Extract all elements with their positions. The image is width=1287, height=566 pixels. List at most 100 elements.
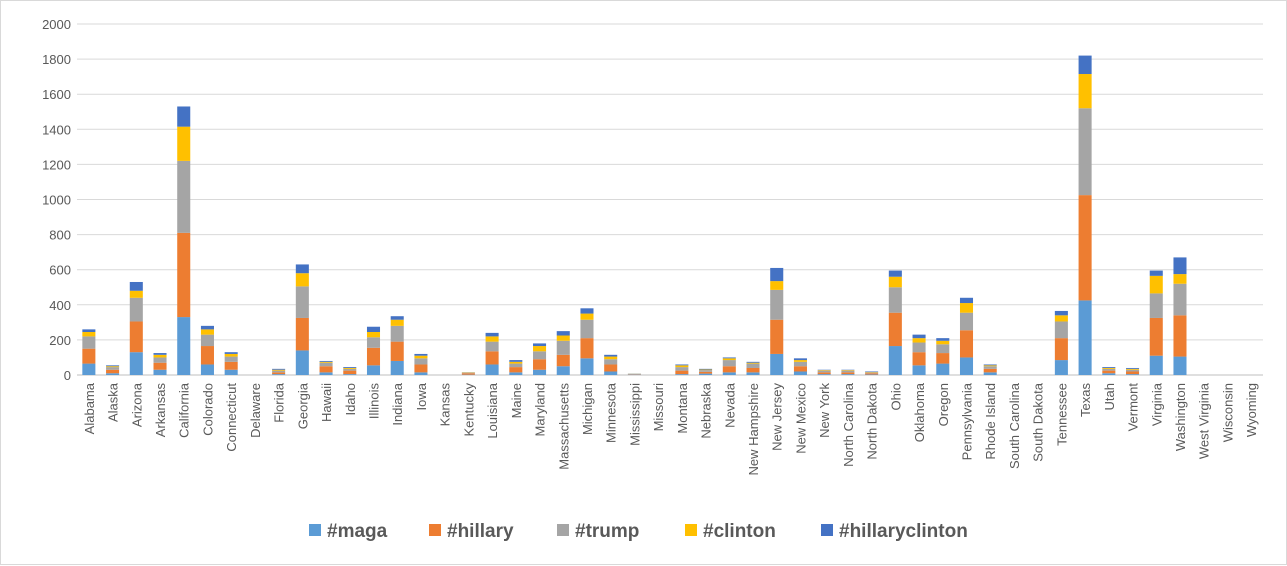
bar-segment	[533, 343, 546, 346]
bar-segment	[770, 290, 783, 320]
bar-segment	[746, 372, 759, 375]
bar-segment	[557, 341, 570, 355]
bar-segment	[818, 374, 831, 375]
bar-segment	[1055, 321, 1068, 338]
bar-segment	[1102, 373, 1115, 375]
bar-segment	[343, 367, 356, 368]
bar-segment	[557, 331, 570, 335]
y-tick-label: 1800	[42, 52, 71, 67]
bar-segment	[343, 368, 356, 369]
bar-segment	[604, 355, 617, 357]
bar-segment	[153, 357, 166, 362]
bar-segment	[1150, 356, 1163, 375]
bar-segment	[225, 362, 238, 370]
bar-segment	[865, 371, 878, 372]
y-tick-label: 1400	[42, 122, 71, 137]
legend-label: #hillary	[447, 521, 514, 542]
bar-segment	[913, 352, 926, 365]
x-tick-label: South Carolina	[1007, 382, 1022, 469]
bar-segment	[296, 264, 309, 273]
bar-segment	[865, 374, 878, 375]
x-tick-label: Georgia	[295, 382, 310, 429]
bar-segment	[889, 287, 902, 312]
y-tick-label: 400	[49, 298, 71, 313]
x-tick-label: Vermont	[1126, 383, 1141, 432]
bar-segment	[82, 364, 95, 375]
bar-segment	[557, 366, 570, 375]
bar-segment	[177, 233, 190, 317]
bar-segment	[225, 354, 238, 357]
bar-segment	[130, 352, 143, 375]
bar-segment	[723, 358, 736, 360]
bar-segment	[675, 365, 688, 367]
bar-segment	[984, 369, 997, 373]
bar-segment	[225, 370, 238, 375]
bar-segment	[794, 362, 807, 366]
bar-segment	[533, 359, 546, 370]
bar-segment	[177, 161, 190, 233]
x-tick-label: Arkansas	[153, 383, 168, 438]
bar-segment	[913, 338, 926, 342]
bar-segment	[320, 361, 333, 362]
bar-segment	[913, 365, 926, 375]
bar-segment	[391, 316, 404, 320]
bar-segment	[913, 343, 926, 353]
bar-segment	[225, 357, 238, 362]
x-tick-label: New Jersey	[770, 383, 785, 451]
bar-segment	[675, 374, 688, 375]
x-tick-label: Utah	[1102, 383, 1117, 410]
bar-segment	[130, 282, 143, 291]
bar-segment	[580, 338, 593, 358]
bar-segment	[201, 346, 214, 364]
bar-segment	[889, 313, 902, 346]
bar-segment	[486, 342, 499, 352]
bar-segment	[1173, 274, 1186, 284]
bar-segment	[1150, 271, 1163, 276]
bar-segment	[984, 366, 997, 369]
bar-segment	[509, 360, 522, 362]
bar-segment	[699, 374, 712, 375]
bar-segment	[675, 364, 688, 365]
bar-segment	[699, 370, 712, 371]
bar-segment	[936, 353, 949, 364]
bar-segment	[533, 370, 546, 375]
bar-segment	[557, 355, 570, 366]
x-tick-label: Washington	[1173, 383, 1188, 451]
bar-segment	[557, 336, 570, 341]
bar-segment	[414, 354, 427, 356]
bar-segment	[746, 364, 759, 368]
bar-segment	[984, 372, 997, 375]
bar-segment	[818, 371, 831, 373]
legend-swatch	[309, 524, 321, 536]
bar-segment	[604, 359, 617, 364]
bar-segment	[320, 372, 333, 375]
bar-segment	[699, 369, 712, 370]
bar-segment	[106, 367, 119, 370]
bar-segment	[201, 335, 214, 346]
bar-segment	[1126, 368, 1139, 369]
bar-segment	[296, 286, 309, 318]
bar-segment	[936, 338, 949, 341]
bar-segment	[320, 366, 333, 372]
bar-segment	[106, 366, 119, 367]
legend-swatch	[429, 524, 441, 536]
bar-segment	[723, 366, 736, 372]
x-tick-label: Florida	[272, 382, 287, 423]
x-tick-label: Texas	[1078, 383, 1093, 417]
bar-segment	[1126, 369, 1139, 370]
x-tick-label: Rhode Island	[983, 383, 998, 460]
bar-segment	[177, 127, 190, 161]
bar-segment	[201, 364, 214, 375]
bar-segment	[841, 372, 854, 374]
bar-segment	[1126, 374, 1139, 375]
legend-label: #trump	[575, 521, 639, 542]
legend-swatch	[821, 524, 833, 536]
bar-segment	[367, 348, 380, 366]
y-tick-label: 1200	[42, 157, 71, 172]
bar-segment	[841, 371, 854, 373]
bar-segment	[272, 369, 285, 370]
bar-segment	[486, 333, 499, 337]
